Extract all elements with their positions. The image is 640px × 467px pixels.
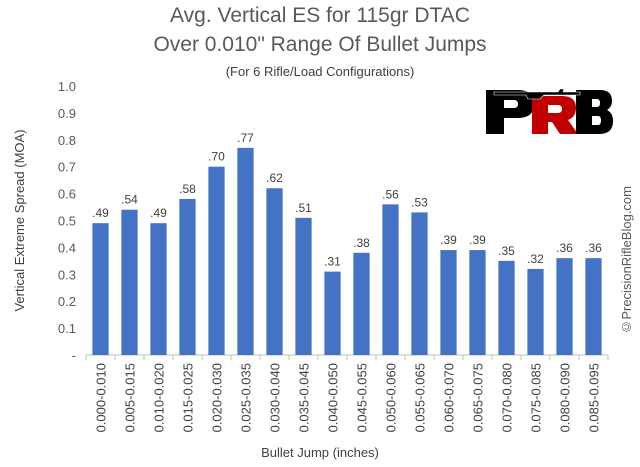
bar (382, 204, 399, 355)
x-tick-label: 0.075-0.085 (529, 363, 544, 432)
x-tick-label: 0.035-0.045 (297, 363, 312, 432)
data-label: .62 (266, 171, 283, 185)
data-label: .39 (440, 233, 457, 247)
x-tick-label: 0.050-0.060 (384, 363, 399, 432)
bar (179, 198, 196, 355)
y-tick-label: 0.7 (58, 160, 76, 175)
y-tick-label: 0.2 (58, 294, 76, 309)
bar (498, 260, 515, 355)
bar (295, 217, 312, 355)
bar (208, 166, 225, 355)
chart-subtitle: (For 6 Rifle/Load Configurations) (225, 64, 415, 79)
x-tick-label: 0.030-0.040 (268, 363, 283, 432)
bar (150, 223, 167, 355)
y-tick-label: 1.0 (58, 79, 76, 94)
y-tick-label: 0.3 (58, 267, 76, 282)
x-tick-label: 0.060-0.070 (442, 363, 457, 432)
data-label: .38 (353, 236, 370, 250)
data-label: .56 (382, 187, 399, 201)
x-tick-label: 0.070-0.080 (500, 363, 515, 432)
x-tick-label: 0.010-0.020 (152, 363, 167, 432)
data-label: .32 (527, 252, 544, 266)
bar (556, 258, 573, 355)
x-tick-label: 0.000-0.010 (94, 363, 109, 432)
x-tick-label: 0.005-0.015 (123, 363, 138, 432)
watermark: ©PrecisionRifleBlog.com (619, 186, 634, 335)
y-tick-label: 0.5 (58, 214, 76, 229)
bar (353, 252, 370, 355)
bar (527, 268, 544, 355)
x-tick-label: 0.020-0.030 (210, 363, 225, 432)
bar (266, 188, 283, 355)
data-label: .77 (237, 131, 254, 145)
y-tick-label: 0.4 (58, 240, 76, 255)
bar (324, 271, 341, 355)
x-tick-label: 0.085-0.095 (587, 363, 602, 432)
y-tick-label: 0.6 (58, 187, 76, 202)
data-label: .36 (556, 241, 573, 255)
data-label: .51 (295, 201, 312, 215)
data-label: .54 (121, 193, 138, 207)
chart-title: Avg. Vertical ES for 115gr DTAC (170, 4, 470, 27)
x-tick-label: 0.080-0.090 (558, 363, 573, 432)
data-label: .39 (469, 233, 486, 247)
y-tick-label: 0.1 (58, 321, 76, 336)
bar (237, 147, 254, 355)
x-axis-label: Bullet Jump (inches) (261, 445, 379, 460)
data-label: .35 (498, 244, 515, 258)
x-tick-label: 0.015-0.025 (181, 363, 196, 432)
data-label: .36 (585, 241, 602, 255)
bar (411, 212, 428, 355)
data-label: .49 (92, 206, 109, 220)
chart-title-line2: Over 0.010" Range Of Bullet Jumps (153, 33, 487, 56)
bar (440, 250, 457, 355)
x-tick-label: 0.065-0.075 (471, 363, 486, 432)
bar (92, 223, 109, 355)
data-label: .58 (179, 182, 196, 196)
x-tick-label: 0.045-0.055 (355, 363, 370, 432)
x-tick-label: 0.025-0.035 (239, 363, 254, 432)
bar (121, 209, 138, 355)
y-tick-label: - (72, 348, 76, 363)
bar (469, 250, 486, 355)
y-tick-label: 0.9 (58, 106, 76, 121)
prb-logo (484, 86, 614, 138)
data-label: .53 (411, 195, 428, 209)
x-tick-label: 0.055-0.065 (413, 363, 428, 432)
data-label: .70 (208, 150, 225, 164)
y-tick-label: 0.8 (58, 133, 76, 148)
bar (585, 258, 602, 355)
x-tick-label: 0.040-0.050 (326, 363, 341, 432)
y-axis-label: Vertical Extreme Spread (MOA) (12, 129, 27, 311)
data-label: .31 (324, 255, 341, 269)
data-label: .49 (150, 206, 167, 220)
